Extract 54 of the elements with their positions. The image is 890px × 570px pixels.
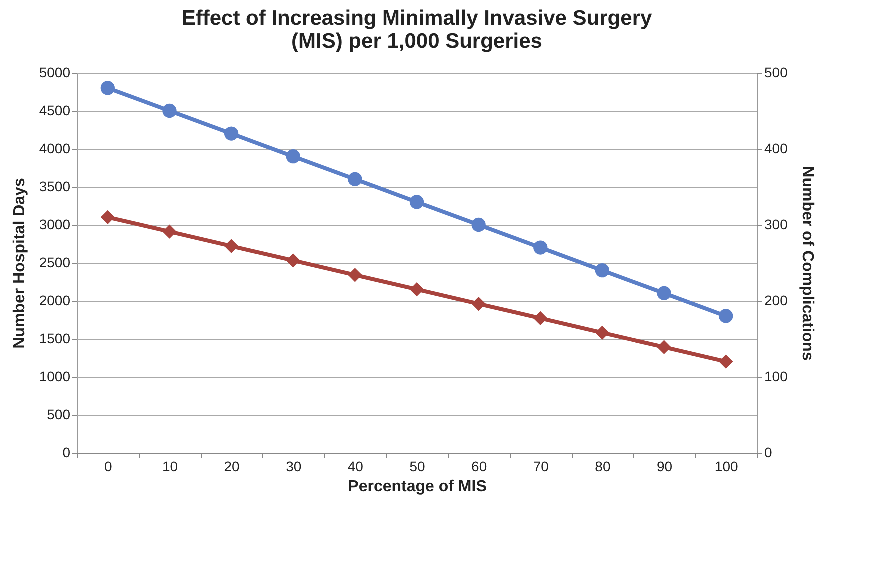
y2-axis-title: Number of Complications: [798, 166, 816, 361]
x-tick-label: 0: [104, 458, 113, 474]
x-tick-label: 20: [224, 458, 240, 474]
point: [162, 104, 177, 118]
point: [472, 296, 486, 312]
x-tick-label: 40: [348, 458, 364, 474]
point: [534, 240, 548, 255]
x-tick-label: 70: [533, 458, 550, 474]
y-axis-title: Number Hospital Days: [11, 178, 28, 349]
x-axis-title: Percentage of MIS: [348, 478, 488, 496]
point: [719, 354, 734, 369]
y-tick-label: 3500: [39, 178, 71, 194]
point: [286, 150, 300, 164]
point: [719, 309, 734, 324]
y-tick-label: 3000: [39, 216, 71, 232]
x-tick-label: 10: [162, 458, 178, 474]
x-tick-label: 80: [595, 458, 611, 474]
point: [410, 282, 424, 297]
point: [100, 210, 115, 224]
y-tick-label: 4000: [39, 140, 71, 156]
chart-title: Effect of Increasing Minimally Invasive Surgery (MIS) per 1,000 Surgeries: [182, 7, 652, 53]
y2-tick-label: 200: [764, 292, 788, 308]
point: [534, 311, 548, 326]
y-tick-label: 2000: [39, 292, 71, 308]
y2-tick-label: 500: [764, 64, 788, 80]
x-tick-label: 30: [286, 458, 302, 474]
point: [657, 340, 672, 354]
y2-tick-label: 300: [764, 216, 788, 232]
x-tick-label: 50: [410, 458, 426, 474]
point: [162, 224, 177, 239]
point: [224, 239, 239, 254]
point: [410, 195, 424, 210]
y-tick-label: 1500: [39, 330, 71, 346]
y-tick-label: 500: [47, 406, 71, 422]
y2-tick-label: 100: [764, 368, 788, 384]
point: [348, 172, 362, 186]
y-tick-label: 0: [62, 444, 71, 460]
point: [595, 264, 610, 278]
point: [595, 326, 610, 340]
point: [348, 268, 362, 282]
y-tick-label: 4500: [39, 102, 71, 118]
y2-tick-label: 0: [764, 444, 772, 460]
x-tick-label: 90: [656, 458, 673, 474]
y-tick-label: 1000: [39, 368, 71, 384]
point: [657, 286, 672, 300]
point: [472, 218, 486, 232]
y-tick-label: 2500: [39, 254, 71, 270]
point: [100, 81, 115, 96]
x-tick-label: 100: [714, 458, 738, 474]
y-tick-label: 5000: [39, 64, 71, 80]
y2-tick-label: 400: [764, 140, 788, 156]
point: [224, 126, 239, 141]
point: [286, 254, 300, 268]
x-tick-label: 60: [472, 458, 488, 474]
